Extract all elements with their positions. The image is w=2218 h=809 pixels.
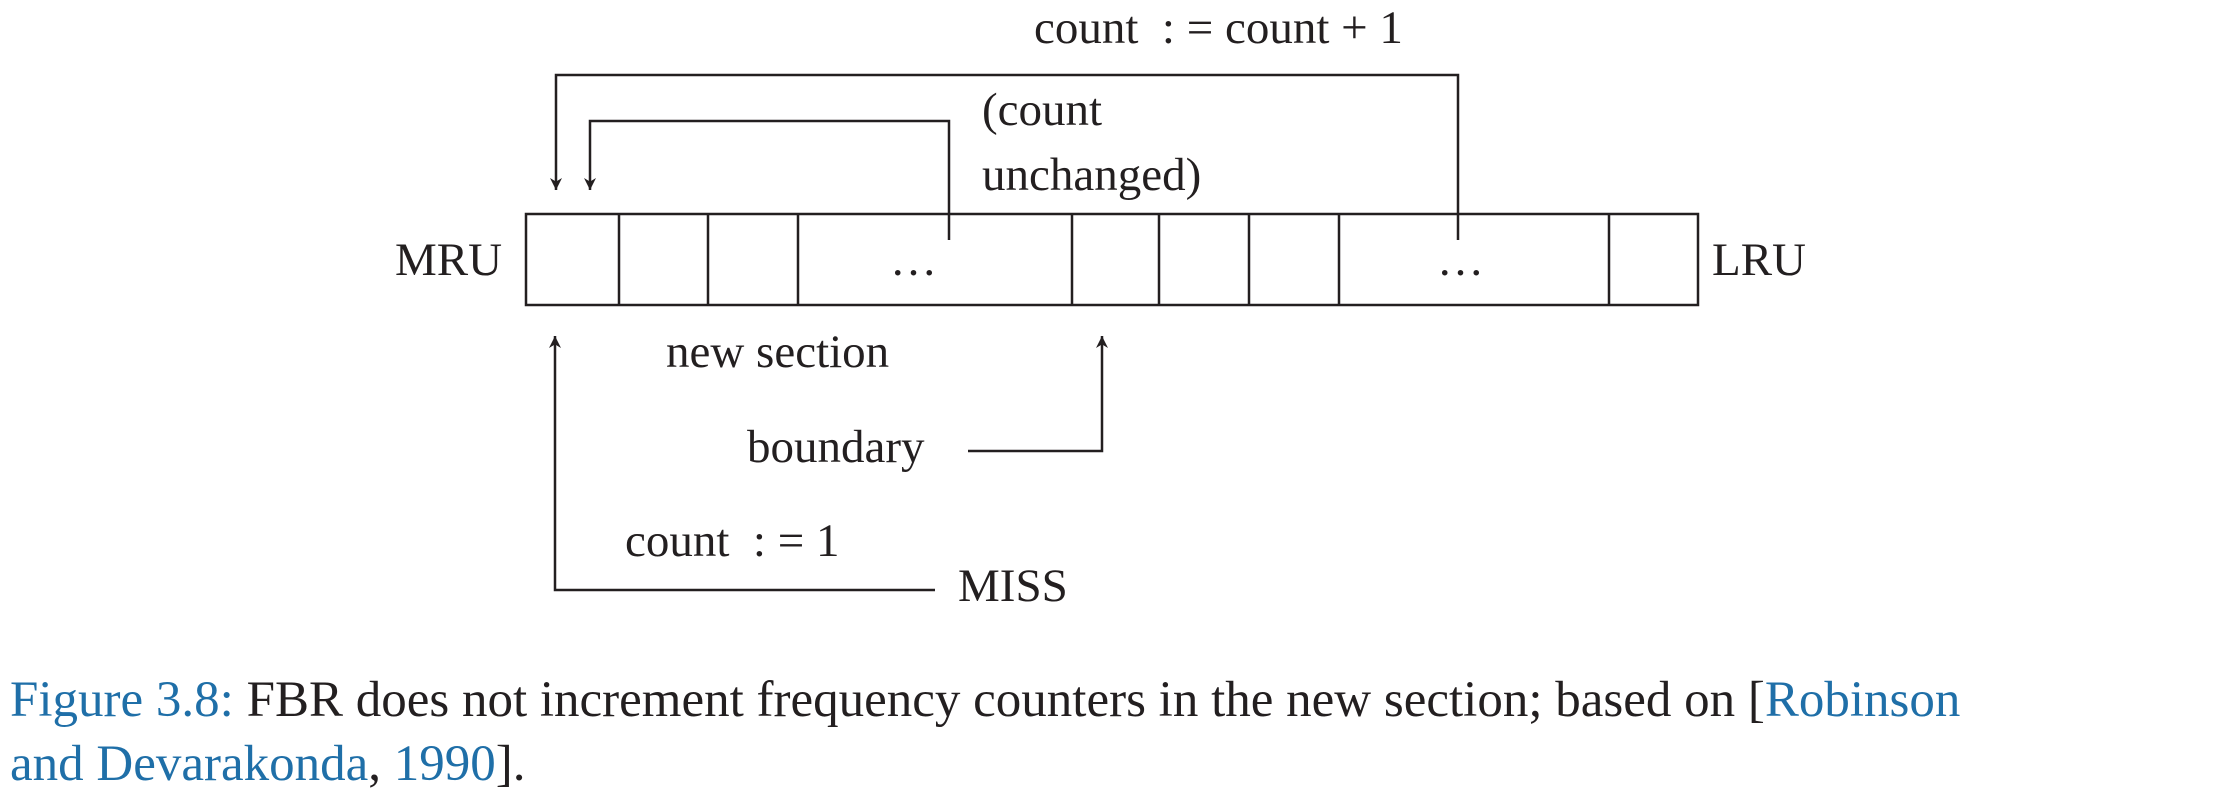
citation-year-link[interactable]: 1990 <box>393 736 496 792</box>
arrow-miss-path <box>549 336 935 592</box>
arrow-count-increment <box>550 73 1460 240</box>
arrow-miss <box>549 336 935 592</box>
caption-text: FBR does not increment frequency counter… <box>233 672 1765 728</box>
stack-outline <box>524 212 1700 307</box>
miss-label: MISS <box>958 560 1068 612</box>
arrow-boundary <box>968 336 1108 453</box>
mru-label: MRU <box>395 234 502 286</box>
figure-label: Figure 3.8: <box>10 672 234 728</box>
count-unchanged-label-line2: unchanged) <box>982 149 1201 201</box>
arrow-count-unchanged-path <box>584 119 951 240</box>
ellipsis-new-section: … <box>890 234 937 286</box>
arrow-count-unchanged <box>584 119 951 240</box>
arrow-boundary-path <box>968 336 1108 453</box>
caption-close: ]. <box>495 736 526 792</box>
count-unchanged-label-line1: (count <box>982 84 1102 136</box>
caption-comma: , <box>368 736 394 792</box>
lru-stack <box>524 212 1700 307</box>
count-reset-label: count : = 1 <box>625 515 839 567</box>
new-section-label: new section <box>666 326 889 378</box>
count-increment-label: count : = count + 1 <box>1034 2 1403 54</box>
citation-author-link-1[interactable]: Robinson <box>1764 672 1961 728</box>
citation-author-link-2[interactable]: and Devarakonda <box>10 736 369 792</box>
ellipsis-old-section: … <box>1437 234 1484 286</box>
arrow-count-increment-path <box>550 73 1460 240</box>
lru-label: LRU <box>1712 234 1806 286</box>
boundary-label: boundary <box>747 421 925 473</box>
figure-caption: Figure 3.8: FBR does not increment frequ… <box>10 668 2210 796</box>
